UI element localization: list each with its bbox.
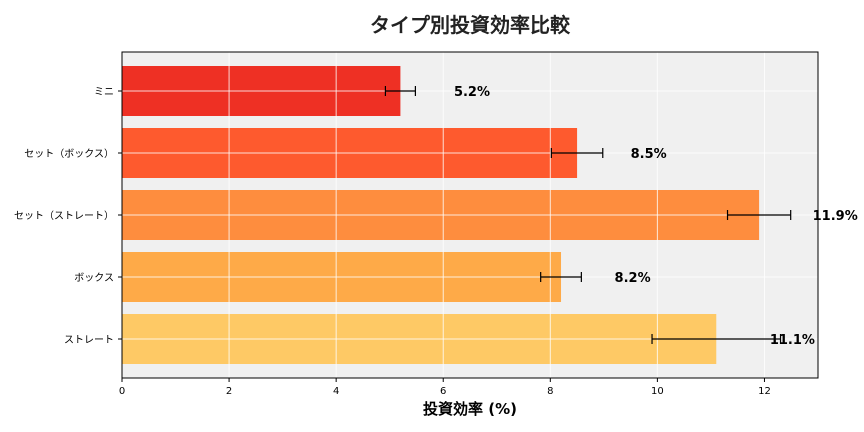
x-tick-label: 0 [119,386,125,397]
y-tick-label: ミニ [94,87,114,98]
error-bar [726,210,792,220]
error-bar [540,272,582,282]
x-tick-label: 4 [333,386,339,397]
y-tick-label: セット（ボックス） [24,148,114,160]
y-tick-label: ボックス [74,272,114,284]
plot-frame [121,51,819,379]
x-tick-label: 8 [547,386,553,397]
data-label: 8.2% [615,271,651,286]
data-label: 8.5% [631,147,667,162]
data-label: 5.2% [454,85,490,100]
y-tick-label: セット（ストレート） [14,210,114,222]
y-tick-label: ストレート [64,335,114,346]
x-tick-label: 2 [226,386,232,397]
x-axis-label: 投資効率 (%) [423,400,517,418]
error-bar [384,86,416,96]
data-label: 11.1% [770,333,815,348]
chart-title: タイプ別投資効率比較 [370,13,571,37]
x-tick-label: 10 [651,386,664,397]
data-label: 11.9% [813,209,858,224]
x-tick-label: 12 [758,386,771,397]
error-bar [651,334,782,344]
error-bar [550,148,604,158]
x-tick-label: 6 [440,386,446,397]
